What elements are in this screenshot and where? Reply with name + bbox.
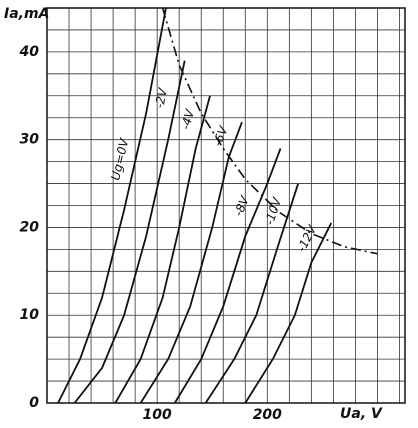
curve [244, 222, 333, 404]
curve [174, 148, 282, 404]
curve [204, 183, 300, 404]
curve [161, 7, 378, 255]
legend-label: -2V [152, 86, 170, 109]
curve [139, 121, 243, 404]
legend-label: Ug=0V [108, 137, 131, 182]
y-tick-label: 40 [19, 44, 40, 60]
x-axis-label: Ua, V [340, 406, 383, 422]
plot-frame [46, 7, 406, 404]
curve [114, 95, 211, 404]
y-tick-label: 10 [20, 307, 40, 323]
y-tick-label: 20 [20, 219, 40, 235]
legend-label: -4V [178, 107, 197, 131]
curve [57, 7, 167, 404]
y-tick-label: 30 [20, 132, 40, 148]
y-tick-label: 0 [29, 395, 39, 411]
x-tick-label: 100 [143, 407, 172, 423]
curve [73, 60, 186, 404]
legend-label: -8V [231, 193, 252, 218]
y-axis-label: Ia,mA [4, 6, 49, 22]
x-tick-label: 200 [253, 407, 282, 423]
legend-label: -6V [210, 124, 230, 149]
